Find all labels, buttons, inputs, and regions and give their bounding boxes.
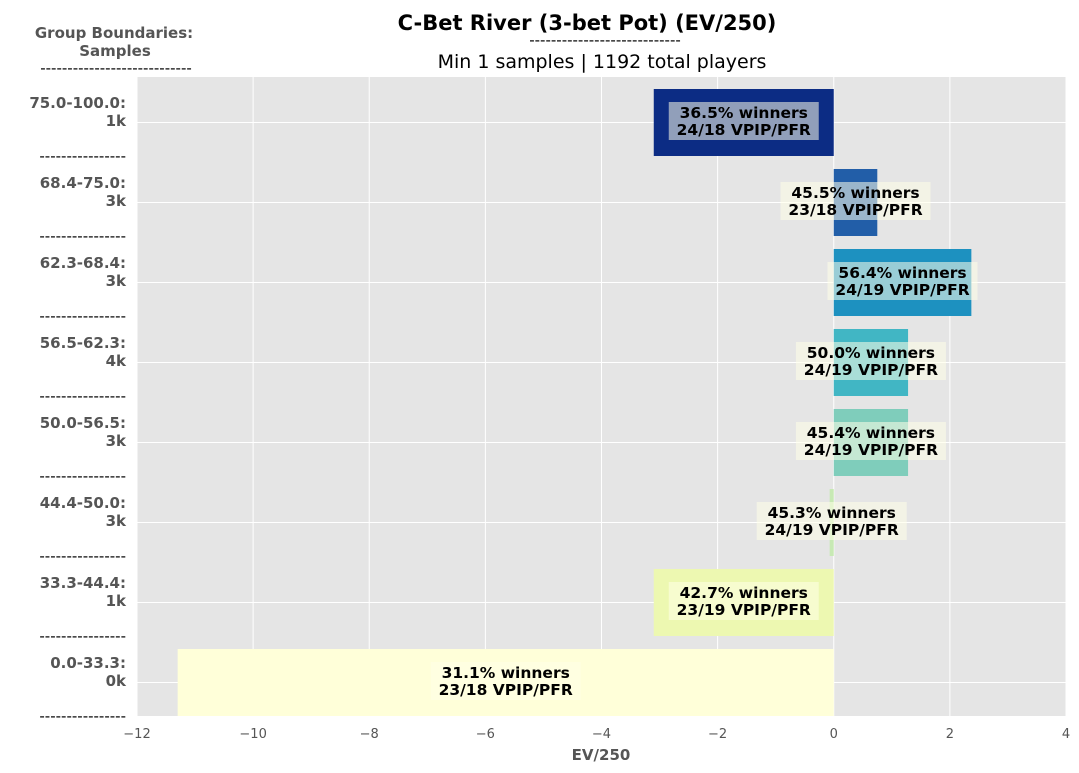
grid-lines xyxy=(136,77,1067,716)
group-samples-label: 0k xyxy=(106,672,127,690)
bar-label-winners: 36.5% winners xyxy=(680,104,808,122)
bar-label-winners: 56.4% winners xyxy=(838,264,966,282)
x-tick-label: −2 xyxy=(708,727,727,742)
bar-label-vpip: 24/19 VPIP/PFR xyxy=(835,281,969,299)
x-axis-label: EV/250 xyxy=(572,746,631,764)
group-header-title: Group Boundaries: xyxy=(35,24,193,42)
bar-label-box xyxy=(780,182,931,220)
bar-label-box xyxy=(430,662,581,700)
x-tick-label: 0 xyxy=(830,727,838,742)
group-separator: ---------------- xyxy=(39,387,126,405)
bar-label-vpip: 23/18 VPIP/PFR xyxy=(439,681,573,699)
bar-label-box xyxy=(756,502,907,540)
bar-label-box xyxy=(795,422,946,460)
bar-label-winners: 42.7% winners xyxy=(680,584,808,602)
x-tick-label: 2 xyxy=(946,727,954,742)
group-samples-label: 3k xyxy=(106,272,127,290)
bar-label-box xyxy=(827,262,978,300)
group-separator: ---------------- xyxy=(39,467,126,485)
x-tick-label: −8 xyxy=(360,727,379,742)
group-range-label: 0.0-33.3: xyxy=(50,654,126,672)
group-samples-label: 3k xyxy=(106,512,127,530)
group-range-label: 44.4-50.0: xyxy=(40,494,126,512)
group-samples-label: 4k xyxy=(106,352,127,370)
group-range-label: 68.4-75.0: xyxy=(40,174,126,192)
chart-title: C-Bet River (3-bet Pot) (EV/250) xyxy=(398,11,777,35)
group-samples-label: 3k xyxy=(106,432,127,450)
group-separator: ---------------- xyxy=(39,707,126,725)
group-range-label: 50.0-56.5: xyxy=(40,414,126,432)
bar-label-winners: 50.0% winners xyxy=(807,344,935,362)
group-range-label: 75.0-100.0: xyxy=(29,94,126,112)
group-samples-label: 1k xyxy=(106,592,127,610)
group-range-label: 33.3-44.4: xyxy=(40,574,126,592)
chart-subtitle: Min 1 samples | 1192 total players xyxy=(438,51,767,73)
group-separator: ---------------- xyxy=(39,627,126,645)
bar-label-winners: 45.3% winners xyxy=(768,504,896,522)
bar-label-winners: 45.4% winners xyxy=(807,424,935,442)
bar-label-vpip: 24/19 VPIP/PFR xyxy=(765,521,899,539)
title-rule: ---------------------------- xyxy=(529,31,681,49)
group-labels: 75.0-100.0:1k----------------68.4-75.0:3… xyxy=(29,94,127,725)
group-separator: ---------------- xyxy=(39,307,126,325)
group-header-rule: ---------------------------- xyxy=(40,59,192,77)
x-tick-label: −12 xyxy=(123,727,150,742)
group-range-label: 62.3-68.4: xyxy=(40,254,126,272)
bar-label-vpip: 24/19 VPIP/PFR xyxy=(804,361,938,379)
group-samples-label: 3k xyxy=(106,192,127,210)
bar-label-vpip: 23/19 VPIP/PFR xyxy=(677,601,811,619)
group-range-label: 56.5-62.3: xyxy=(40,334,126,352)
group-separator: ---------------- xyxy=(39,147,126,165)
group-samples-label: 1k xyxy=(106,112,127,130)
bar-label-box xyxy=(668,582,819,620)
x-tick-label: −4 xyxy=(592,727,611,742)
group-separator: ---------------- xyxy=(39,547,126,565)
bar-label-winners: 45.5% winners xyxy=(791,184,919,202)
x-tick-label: −10 xyxy=(239,727,266,742)
x-ticks: −12 −10 −8 −6 −4 −2 0 2 4 xyxy=(123,727,1070,742)
x-tick-label: 4 xyxy=(1062,727,1070,742)
bar-label-vpip: 24/18 VPIP/PFR xyxy=(677,121,811,139)
x-tick-label: −6 xyxy=(476,727,495,742)
bar-label-box xyxy=(795,342,946,380)
bar-label-winners: 31.1% winners xyxy=(442,664,570,682)
bar-label-vpip: 24/19 VPIP/PFR xyxy=(804,441,938,459)
group-separator: ---------------- xyxy=(39,227,126,245)
bar-label-vpip: 23/18 VPIP/PFR xyxy=(788,201,922,219)
group-header-samples: Samples xyxy=(79,42,151,60)
bar-label-box xyxy=(668,102,819,140)
